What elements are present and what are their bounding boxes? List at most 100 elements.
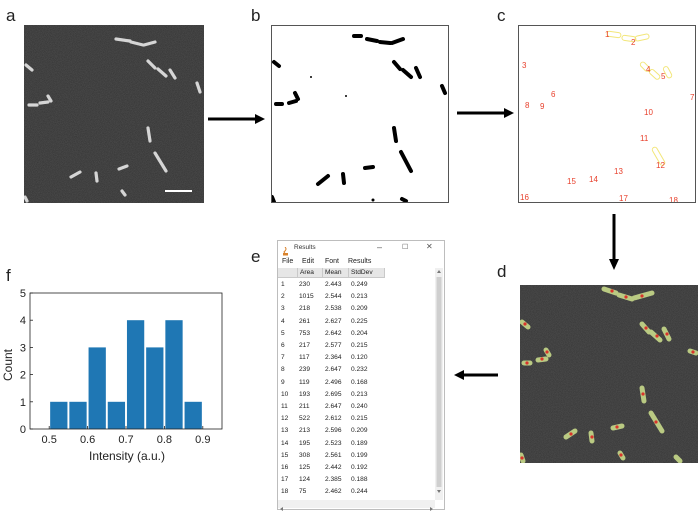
mean-cell: 2.612: [325, 415, 342, 423]
roi-label: 8: [525, 101, 530, 110]
roi-label: 7: [690, 93, 695, 102]
area-cell: 125: [299, 464, 311, 471]
table-row[interactable]: 8 239 2.647 0.232: [278, 364, 434, 376]
roi-label: 14: [589, 175, 598, 184]
stddev-cell: 0.188: [351, 476, 368, 484]
area-cell: 211: [299, 403, 310, 410]
table-row[interactable]: 5 753 2.642 0.204: [278, 328, 434, 340]
table-row[interactable]: 4 261 2.627 0.225: [278, 316, 434, 328]
area-cell: 117: [299, 354, 310, 362]
table-row[interactable]: 17 124 2.385 0.188: [278, 474, 434, 486]
java-icon: [282, 243, 289, 256]
mean-cell: 2.627: [325, 317, 342, 325]
mean-cell: 2.642: [325, 329, 342, 337]
menu-edit[interactable]: Edit: [302, 258, 315, 265]
results-table: Area Mean StdDev 1 230 2.443 0.249 2 1015 2.54…: [278, 268, 434, 500]
area-cell: 218: [299, 305, 311, 313]
stddev-cell: 0.215: [351, 415, 368, 423]
roi-label: 10: [644, 108, 653, 117]
table-row[interactable]: 15 308 2.561 0.199: [278, 450, 434, 462]
stddev-cell: 0.240: [351, 403, 368, 410]
stddev-cell: 0.189: [351, 439, 368, 447]
row-index: 2: [281, 293, 285, 301]
table-row[interactable]: 13 213 2.596 0.209: [278, 425, 434, 437]
horizontal-scrollbar[interactable]: [278, 500, 435, 511]
minimize-icon[interactable]: –: [377, 242, 383, 252]
column-header-area[interactable]: Area: [298, 268, 323, 278]
y-tick-label: 5: [20, 288, 26, 300]
stddev-cell: 0.213: [351, 390, 368, 398]
stddev-cell: 0.215: [351, 342, 368, 349]
table-row[interactable]: 12 522 2.612 0.215: [278, 413, 434, 425]
x-tick-label: 0.7: [118, 434, 133, 446]
table-row[interactable]: 3 218 2.538 0.209: [278, 303, 434, 315]
x-tick-label: 0.9: [195, 434, 210, 446]
row-index: 4: [281, 317, 285, 325]
mean-cell: 2.443: [325, 281, 342, 288]
maximize-icon[interactable]: ☐: [402, 244, 409, 251]
panel-label-c: c: [497, 6, 506, 25]
micrograph-overlay: [520, 285, 698, 463]
area-cell: 213: [299, 427, 311, 435]
histogram-bar: [107, 401, 126, 429]
mean-cell: 2.695: [325, 390, 342, 398]
table-row[interactable]: 6 217 2.577 0.215: [278, 340, 434, 352]
y-tick-label: 4: [20, 315, 26, 327]
stddev-cell: 0.192: [351, 464, 368, 471]
stddev-cell: 0.244: [351, 488, 368, 496]
roi-label: 5: [661, 72, 666, 81]
arrow-a-to-b: [208, 114, 265, 124]
mean-cell: 2.544: [325, 293, 342, 301]
panel-label-a: a: [6, 6, 16, 25]
roi-label: 1: [605, 30, 610, 39]
y-tick-label: 2: [20, 370, 26, 382]
micrograph-overlay-svg: [520, 285, 698, 463]
column-header-mean[interactable]: Mean: [323, 268, 349, 278]
arrow-c-to-d: [609, 214, 619, 270]
row-index: 9: [281, 378, 285, 386]
table-row[interactable]: 14 195 2.523 0.189: [278, 438, 434, 450]
table-row[interactable]: 2 1015 2.544 0.213: [278, 291, 434, 303]
close-icon[interactable]: ✕: [426, 242, 433, 251]
mean-cell: 2.523: [325, 439, 342, 447]
x-tick-label: 0.6: [80, 434, 95, 446]
area-cell: 230: [299, 281, 311, 288]
mean-cell: 2.647: [325, 366, 342, 374]
histogram-bar: [126, 320, 145, 429]
micrograph-raw-svg: [24, 25, 204, 203]
arrow-b-to-c: [457, 108, 514, 118]
table-row[interactable]: 16 125 2.442 0.192: [278, 462, 434, 474]
table-row[interactable]: 1 230 2.443 0.249: [278, 279, 434, 291]
row-index: 17: [281, 476, 289, 484]
roi-outlines: 1 2 3 4 5 6 7 8 9 10 11 12 13 14 15 16 17 18: [518, 25, 696, 203]
vertical-scrollbar[interactable]: [435, 268, 443, 500]
table-row[interactable]: 7 117 2.364 0.120: [278, 352, 434, 364]
table-row[interactable]: 11 211 2.647 0.240: [278, 401, 434, 413]
mean-cell: 2.364: [325, 354, 342, 362]
mean-cell: 2.385: [325, 476, 342, 484]
binary-mask-svg: [272, 26, 448, 202]
roi-label: 3: [522, 61, 527, 70]
column-header-index[interactable]: [278, 268, 298, 278]
menu-file[interactable]: File: [282, 258, 294, 265]
roi-label: 18: [669, 196, 678, 202]
menu-results[interactable]: Results: [348, 258, 372, 265]
area-cell: 193: [299, 390, 311, 398]
arrow-d-to-e: [454, 370, 498, 380]
histogram-bar: [165, 320, 183, 429]
roi-label: 2: [631, 38, 636, 47]
table-row[interactable]: 9 119 2.496 0.168: [278, 377, 434, 389]
row-index: 14: [281, 439, 289, 447]
area-cell: 1015: [299, 293, 314, 301]
menu-font[interactable]: Font: [325, 258, 340, 265]
table-row[interactable]: 10 193 2.695 0.213: [278, 389, 434, 401]
area-cell: 522: [299, 415, 311, 423]
column-header-stddev[interactable]: StdDev: [349, 268, 385, 278]
results-titlebar[interactable]: Results – ☐ ✕: [278, 241, 444, 256]
histogram-bar: [146, 347, 164, 429]
y-tick-label: 0: [20, 424, 26, 436]
histogram-bar: [69, 401, 87, 429]
mean-cell: 2.561: [325, 451, 342, 459]
results-window: Results – ☐ ✕ File Edit Font Results Are…: [277, 240, 445, 511]
table-row[interactable]: 18 75 2.462 0.244: [278, 486, 434, 498]
